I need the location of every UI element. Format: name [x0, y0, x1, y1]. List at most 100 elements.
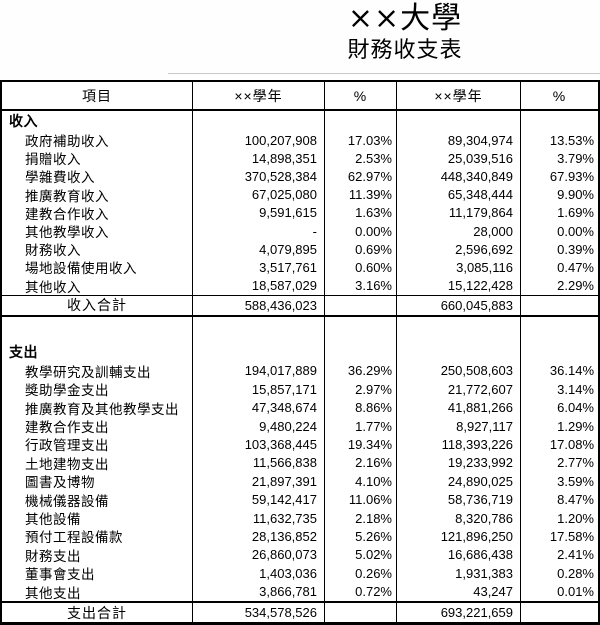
table-row: 機械儀器設備 59,142,417 11.06% 58,736,719 8.47… [2, 490, 598, 509]
income-rows: 政府補助收入 100,207,908 17.03% 89,304,974 13.… [2, 131, 598, 295]
table-row: 捐贈收入 14,898,351 2.53% 25,039,516 3.79% [2, 149, 598, 168]
percent-year2: 0.01% [557, 584, 594, 600]
amount-year1: 194,017,889 [193, 361, 325, 381]
percent-year2: 3.59% [557, 473, 594, 489]
percent-year2: 36.14% [549, 363, 594, 379]
table-row: 建教合作支出 9,480,224 1.77% 8,927,117 1.29% [2, 416, 598, 436]
amount-year2: 3,085,116 [397, 258, 521, 277]
amount-year1: 370,528,384 [193, 167, 325, 186]
amount-year2: 121,896,250 [397, 527, 521, 546]
percent-year2: 0.47% [557, 259, 594, 275]
percent-year2: 6.04% [557, 400, 594, 416]
percent-year2: 1.69% [557, 205, 594, 221]
expense-section-header-row: 支出 [2, 342, 598, 362]
header-year1: ××學年 [193, 82, 325, 109]
expense-total-percent-year2 [521, 603, 598, 623]
amount-year1: 103,368,445 [193, 435, 325, 454]
amount-year1: 15,857,171 [193, 380, 325, 399]
expense-total-amount-year1: 534,578,526 [193, 602, 325, 623]
percent-year1: 11.06% [325, 490, 397, 509]
table-row: 圖書及博物 21,897,391 4.10% 24,890,025 3.59% [2, 472, 598, 491]
item-label: 董事會支出 [2, 563, 193, 583]
table-row: 財務支出 26,860,073 5.02% 16,686,438 2.41% [2, 545, 598, 564]
item-label: 財務收入 [2, 240, 193, 259]
amount-year2: 250,508,603 [397, 361, 521, 381]
amount-year2: 43,247 [397, 582, 521, 601]
expense-total-row: 支出合計 534,578,526 693,221,659 [2, 600, 598, 623]
amount-year1: 4,079,895 [193, 240, 325, 259]
amount-year1: - [193, 221, 325, 241]
income-section-header-row: 收入 [2, 111, 598, 131]
amount-year1: 3,517,761 [193, 258, 325, 277]
percent-year1: 1.77% [325, 416, 397, 436]
income-total-amount-year1: 588,436,023 [193, 295, 325, 315]
report-title: 財務收支表 [347, 37, 463, 63]
percent-year2: 2.29% [557, 278, 594, 294]
amount-year1: 28,136,852 [193, 527, 325, 546]
amount-year2: 65,348,444 [397, 185, 521, 204]
amount-year1: 14,898,351 [193, 149, 325, 168]
percent-year1: 19.34% [325, 435, 397, 454]
item-label: 行政管理支出 [2, 435, 193, 454]
table-row: 政府補助收入 100,207,908 17.03% 89,304,974 13.… [2, 131, 598, 150]
percent-year2: 2.77% [557, 455, 594, 471]
percent-year1: 2.16% [325, 453, 397, 473]
percent-year1: 0.69% [325, 240, 397, 259]
item-label: 圖書及博物 [2, 472, 193, 491]
table-row: 預付工程設備款 28,136,852 5.26% 121,896,250 17.… [2, 527, 598, 546]
amount-year2: 28,000 [397, 221, 521, 241]
amount-year1: 47,348,674 [193, 398, 325, 417]
amount-year1: 3,866,781 [193, 582, 325, 601]
amount-year1: 11,566,838 [193, 453, 325, 473]
amount-year1: 67,025,080 [193, 185, 325, 204]
amount-year1: 1,403,036 [193, 563, 325, 583]
page-title: ××大學 財務收支表 [230, 1, 580, 63]
amount-year1: 100,207,908 [193, 131, 325, 150]
item-label: 其他收入 [2, 276, 193, 295]
percent-year1: 11.39% [325, 185, 397, 204]
income-total-percent-year2 [521, 296, 598, 315]
item-label: 推廣教育及其他教學支出 [2, 398, 193, 417]
percent-year1: 5.02% [325, 545, 397, 564]
percent-year1: 4.10% [325, 472, 397, 491]
percent-year1: 3.16% [325, 276, 397, 295]
table-row: 推廣教育及其他教學支出 47,348,674 8.86% 41,881,266 … [2, 398, 598, 417]
percent-year1: 0.60% [325, 258, 397, 277]
item-label: 推廣教育收入 [2, 185, 193, 204]
item-label: 政府補助收入 [2, 131, 193, 150]
amount-year2: 58,736,719 [397, 490, 521, 509]
amount-year1: 26,860,073 [193, 545, 325, 564]
amount-year1: 9,480,224 [193, 416, 325, 436]
percent-year2: 0.00% [557, 223, 594, 239]
percent-year2: 9.90% [557, 187, 594, 203]
amount-year1: 11,632,735 [193, 508, 325, 528]
amount-year1: 9,591,615 [193, 203, 325, 222]
item-label: 機械儀器設備 [2, 490, 193, 509]
header-year2: ××學年 [397, 82, 521, 109]
percent-year1: 0.00% [325, 221, 397, 241]
percent-year1: 0.26% [325, 563, 397, 583]
table-row: 董事會支出 1,403,036 0.26% 1,931,383 0.28% [2, 563, 598, 583]
item-label: 預付工程設備款 [2, 527, 193, 546]
table-row: 建教合作收入 9,591,615 1.63% 11,179,864 1.69% [2, 203, 598, 222]
percent-year2: 17.08% [549, 436, 594, 452]
header-item: 項目 [2, 82, 193, 109]
item-label: 財務支出 [2, 545, 193, 564]
table-row: 其他收入 18,587,029 3.16% 15,122,428 2.29% [2, 276, 598, 295]
percent-year1: 17.03% [325, 131, 397, 150]
table-row: 教學研究及訓輔支出 194,017,889 36.29% 250,508,603… [2, 361, 598, 381]
financial-table: 項目 ××學年 % ××學年 % 收入 政府補助收入 100,207,908 1… [0, 80, 600, 625]
income-total-label: 收入合計 [2, 295, 193, 315]
expense-rows: 教學研究及訓輔支出 194,017,889 36.29% 250,508,603… [2, 361, 598, 601]
percent-year2: 1.20% [557, 510, 594, 526]
income-total-percent-year1 [325, 295, 397, 315]
table-row: 其他教學收入 - 0.00% 28,000 0.00% [2, 221, 598, 241]
income-section-label: 收入 [2, 111, 193, 131]
item-label: 捐贈收入 [2, 149, 193, 168]
percent-year2: 3.79% [557, 150, 594, 166]
table-row: 場地設備使用收入 3,517,761 0.60% 3,085,116 0.47% [2, 258, 598, 277]
table-row: 行政管理支出 103,368,445 19.34% 118,393,226 17… [2, 435, 598, 454]
item-label: 土地建物支出 [2, 453, 193, 473]
table-row: 其他設備 11,632,735 2.18% 8,320,786 1.20% [2, 508, 598, 528]
percent-year1: 36.29% [325, 361, 397, 381]
